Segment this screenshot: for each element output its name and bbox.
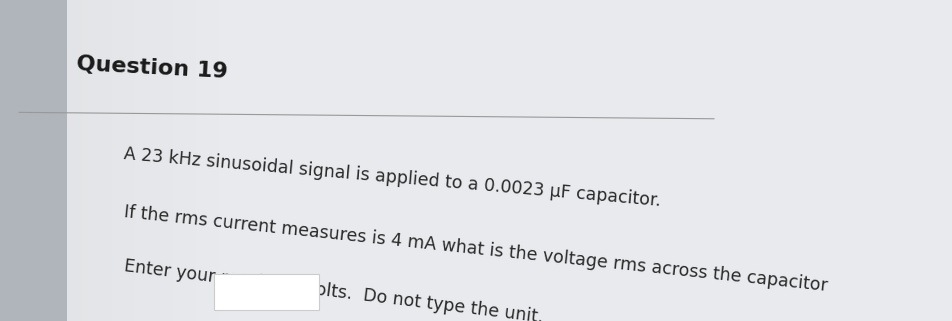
FancyBboxPatch shape [67, 0, 74, 321]
Text: Question 19: Question 19 [75, 54, 228, 82]
Text: If the rms current measures is 4 mA what is the voltage rms across the capacitor: If the rms current measures is 4 mA what… [123, 203, 828, 295]
Text: Enter your results in volts.  Do not type the unit.: Enter your results in volts. Do not type… [123, 257, 544, 321]
FancyBboxPatch shape [0, 0, 67, 321]
Text: A 23 kHz sinusoidal signal is applied to a 0.0023 μF capacitor.: A 23 kHz sinusoidal signal is applied to… [123, 145, 662, 210]
FancyBboxPatch shape [67, 0, 952, 321]
FancyBboxPatch shape [214, 274, 319, 310]
